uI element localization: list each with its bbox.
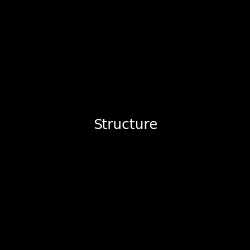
Text: Structure: Structure	[93, 118, 157, 132]
